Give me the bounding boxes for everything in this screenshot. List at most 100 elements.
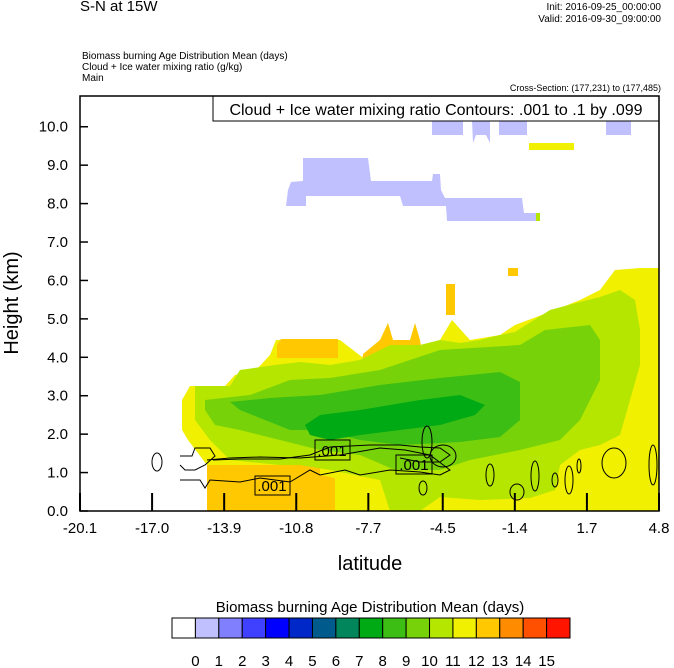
colorbar-label: 7	[355, 653, 363, 668]
x-axis-label: latitude	[338, 553, 403, 575]
y-tick-label: 8.0	[47, 196, 68, 213]
field-patch-lavender	[432, 120, 463, 135]
colorbar-swatch	[429, 617, 454, 639]
field-patch-orange	[320, 475, 335, 511]
contour-line	[648, 444, 658, 486]
field-patch-lavender	[286, 158, 536, 221]
y-tick-label: 4.0	[47, 349, 68, 366]
x-tick-label: -17.0	[135, 520, 169, 537]
colorbar-label: 13	[491, 653, 508, 668]
field-patch-orange	[277, 339, 338, 358]
contour-label-box	[314, 439, 351, 461]
colorbar-label: 4	[285, 653, 293, 668]
y-tick-label: 3.0	[47, 388, 68, 405]
contour-line	[530, 460, 540, 492]
contour-label: .001	[399, 457, 428, 474]
field-patch-yellow	[529, 143, 574, 150]
field-patch-yellowgreen	[536, 213, 540, 221]
y-tick-label: 10.0	[39, 119, 68, 136]
field-patch-orange	[207, 465, 320, 511]
x-tick-label: -1.4	[502, 520, 528, 537]
x-tick-label: 4.8	[649, 520, 670, 537]
contour-label: .001	[317, 443, 346, 460]
colorbar-swatch	[405, 617, 431, 639]
colorbar-label: 3	[261, 653, 269, 668]
field-patch-lavender	[499, 120, 527, 135]
colorbar-swatch	[475, 617, 501, 639]
contour-line	[212, 444, 451, 463]
x-axis: -20.1 -17.0 -13.9 -10.8 -7.7 -4.5 -1.4 1.7 4.8	[63, 493, 670, 537]
colorbar-swatch	[194, 617, 220, 639]
y-tick-label: 5.0	[47, 311, 68, 328]
contour-line	[421, 425, 433, 459]
contour-label-box	[395, 454, 433, 475]
colorbar-title: Biomass burning Age Distribution Mean (d…	[216, 599, 524, 616]
colorbar-swatch	[288, 617, 313, 639]
shaded-field	[182, 120, 659, 511]
contour-labels: .001 .001 .001	[254, 439, 433, 496]
y-tick-label: 6.0	[47, 272, 68, 289]
init-time: Init: 2016-09-25_00:00:00	[546, 2, 661, 13]
contour-line	[151, 452, 163, 472]
colorbar-swatch	[335, 617, 360, 639]
colorbar-swatch	[218, 617, 243, 639]
contour-line	[509, 483, 525, 501]
x-tick-label: -10.8	[279, 520, 313, 537]
y-tick-label: 7.0	[47, 234, 68, 251]
field-patch-orange	[446, 284, 455, 315]
contour-line	[576, 458, 582, 474]
plot-frame	[79, 95, 660, 512]
y-tick-label: 2.0	[47, 426, 68, 443]
plot-title: S-N at 15W	[80, 0, 158, 15]
colorbar-swatch	[546, 617, 571, 639]
contour-line	[551, 472, 559, 488]
colorbar-swatch	[358, 617, 384, 639]
colorbar-label: 12	[468, 653, 485, 668]
field-patch-orange	[508, 268, 518, 276]
colorbar-label: 14	[515, 653, 532, 668]
x-tick-label: -13.9	[207, 520, 241, 537]
contour-line	[179, 447, 216, 471]
field-line-1: Biomass burning Age Distribution Mean (d…	[82, 51, 288, 62]
colorbar-label: 10	[421, 653, 438, 668]
colorbar-label: 5	[308, 653, 316, 668]
contour-line	[429, 444, 457, 468]
y-axis: 0.0 1.0 2.0 3.0 4.0 5.0 6.0 7.0 8.0 9.0 10.0	[39, 119, 88, 520]
colorbar-swatch	[241, 617, 267, 639]
colorbar-swatch	[499, 617, 524, 639]
contour-line	[180, 447, 451, 489]
colorbar-label: 11	[445, 653, 461, 668]
valid-time: Valid: 2016-09-30_09:00:00	[538, 14, 661, 25]
field-patch-lavender	[472, 120, 490, 143]
field-patch-darkgreen	[305, 395, 485, 440]
colorbar-swatch	[382, 617, 407, 639]
y-tick-label: 1.0	[47, 465, 68, 482]
x-tick-label: -7.7	[355, 520, 381, 537]
contour-title: Cloud + Ice water mixing ratio Contours:…	[229, 102, 642, 119]
colorbar-label: 15	[538, 653, 555, 668]
colorbar-swatch	[452, 617, 477, 639]
contour-line	[601, 447, 627, 479]
contour-label: .001	[257, 478, 286, 495]
colorbar-label: 6	[332, 653, 340, 668]
cross-section-label: Cross-Section: (177,231) to (177,485)	[509, 83, 661, 93]
colorbar-swatch	[522, 617, 548, 639]
field-line-2: Cloud + Ice water mixing ratio (g/kg)	[82, 62, 243, 73]
contour-label-box	[254, 475, 291, 496]
y-tick-label: 0.0	[47, 503, 68, 520]
y-axis-label: Height (km)	[1, 251, 23, 354]
x-tick-label: 1.7	[576, 520, 597, 537]
contour-line	[564, 465, 574, 495]
contour-line	[485, 463, 495, 487]
colorbar: 0 1 2 3 4 5 6 7 8 9 10 11 12 13 14 15	[171, 617, 571, 668]
colorbar-swatch	[171, 617, 196, 639]
x-tick-label: -20.1	[63, 520, 97, 537]
colorbar-swatch	[265, 617, 290, 639]
colorbar-label: 0	[191, 653, 199, 668]
contour-line	[418, 480, 428, 496]
x-tick-label: -4.5	[430, 520, 456, 537]
contour-lines	[151, 425, 658, 501]
y-tick-label: 9.0	[47, 157, 68, 174]
colorbar-label: 2	[238, 653, 246, 668]
